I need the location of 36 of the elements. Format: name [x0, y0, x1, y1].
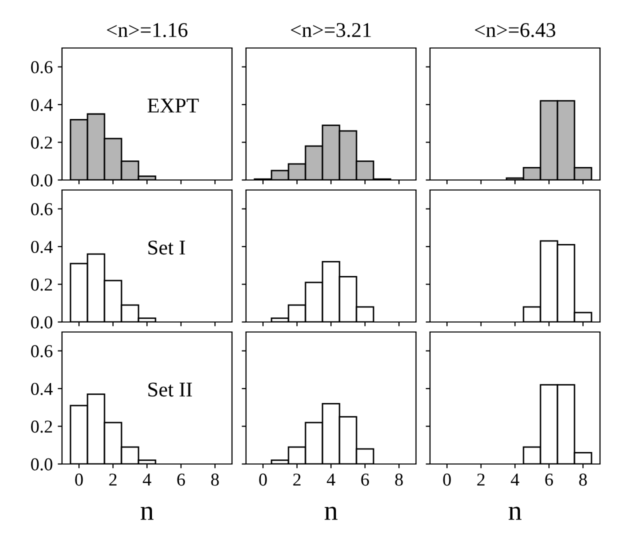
- y-tick-label: 0.4: [31, 98, 53, 112]
- x-tick-label: 2: [293, 474, 301, 486]
- y-tick-label: 0.2: [31, 136, 52, 149]
- x-axis-title: n: [140, 506, 154, 520]
- x-tick-label: 0: [443, 474, 451, 486]
- y-tick-label: 0.0: [31, 458, 52, 471]
- y-tick-label: 0.4: [31, 382, 53, 396]
- y-tick-label: 0.6: [31, 61, 52, 74]
- x-axis-title: n: [324, 506, 338, 520]
- y-tick-label: 0.0: [31, 316, 52, 329]
- annotation: Set I: [148, 240, 186, 255]
- y-tick-label: 0.6: [31, 345, 52, 358]
- x-tick-label: 6: [545, 474, 553, 486]
- x-tick-label: 4: [326, 474, 336, 486]
- y-tick-label: 0.4: [31, 240, 53, 254]
- chart-title: <n>=6.43: [474, 23, 556, 38]
- x-tick-label: 4: [142, 474, 152, 486]
- x-tick-label: 0: [75, 474, 83, 486]
- x-tick-label: 4: [510, 474, 520, 486]
- chart-title: <n>=3.21: [290, 23, 371, 38]
- y-tick-label: 0.6: [31, 203, 52, 216]
- annotation: EXPT: [148, 98, 199, 112]
- y-tick-label: 0.2: [31, 420, 52, 433]
- annotation: Set II: [148, 382, 192, 397]
- x-tick-label: 8: [211, 474, 219, 486]
- y-tick-label: 0.0: [31, 174, 52, 187]
- x-tick-label: 2: [477, 474, 485, 486]
- x-tick-label: 6: [361, 474, 369, 486]
- x-tick-label: 6: [177, 474, 185, 486]
- x-tick-label: 8: [395, 474, 403, 486]
- x-tick-label: 2: [109, 474, 117, 486]
- x-tick-label: 8: [579, 474, 587, 486]
- x-axis-title: n: [508, 506, 522, 520]
- chart-title: <n>=1.16: [106, 23, 188, 38]
- x-tick-label: 0: [259, 474, 267, 486]
- y-tick-label: 0.2: [31, 278, 52, 291]
